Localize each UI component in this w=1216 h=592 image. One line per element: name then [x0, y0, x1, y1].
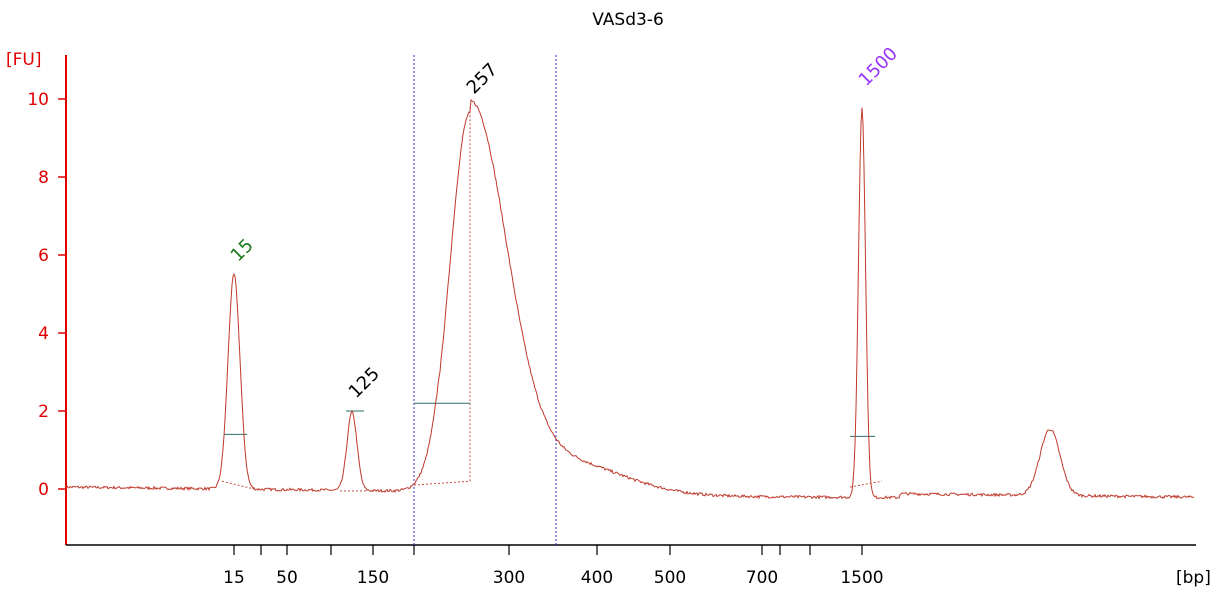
signal-trace — [65, 98, 1195, 500]
peak-label-15: 15 — [227, 235, 258, 266]
x-tick-label: 300 — [493, 568, 525, 588]
y-tick-label: 6 — [38, 246, 49, 266]
region-markers — [413, 55, 557, 545]
peak-label-257: 257 — [463, 59, 502, 98]
y-tick-label: 0 — [38, 480, 49, 500]
y-tick-label: 4 — [38, 324, 49, 344]
x-tick-label: 50 — [276, 568, 298, 588]
y-tick-label: 2 — [38, 402, 49, 422]
peak-baseline — [413, 480, 471, 486]
x-axis-ticks: 15 50 150 300 400 500 700 1500 — [223, 545, 884, 588]
x-axis-unit: [bp] — [1176, 568, 1211, 588]
x-tick-label: 150 — [357, 568, 389, 588]
chart-title: VASd3-6 — [592, 10, 664, 30]
x-tick-label: 500 — [654, 568, 686, 588]
peak-labels: 15 125 257 1500 — [227, 43, 902, 402]
x-tick-label: 400 — [581, 568, 613, 588]
y-axis-ticks: 0 2 4 6 8 10 — [27, 90, 66, 500]
y-tick-label: 8 — [38, 168, 49, 188]
peak-baseline — [849, 480, 883, 488]
x-tick-label: 700 — [746, 568, 778, 588]
x-tick-label: 1500 — [840, 568, 883, 588]
y-tick-label: 10 — [27, 90, 49, 110]
x-tick-label: 15 — [223, 568, 245, 588]
peak-label-125: 125 — [345, 363, 384, 402]
y-axis-unit: [FU] — [6, 50, 42, 70]
peak-baseline — [221, 480, 255, 490]
peak-annotations — [221, 106, 883, 492]
peak-label-1500: 1500 — [855, 43, 902, 90]
